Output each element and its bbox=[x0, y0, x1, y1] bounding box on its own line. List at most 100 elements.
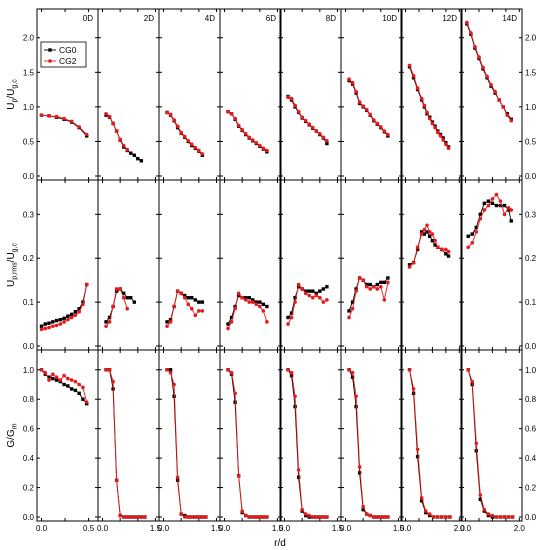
point-cg2 bbox=[415, 245, 420, 250]
x-tick-label: 0.0 bbox=[279, 524, 291, 533]
point-cg2 bbox=[69, 119, 74, 124]
y-tick-label: 1.0 bbox=[525, 103, 537, 112]
x-tick-label: 0.5 bbox=[83, 524, 95, 533]
point-cg2 bbox=[233, 391, 237, 396]
y-tick-label: 0.0 bbox=[23, 342, 35, 351]
point-cg0 bbox=[125, 296, 129, 300]
point-cg0 bbox=[62, 382, 66, 387]
point-cg2 bbox=[247, 515, 252, 519]
point-cg2 bbox=[307, 293, 312, 298]
point-cg2 bbox=[477, 55, 481, 59]
point-cg2 bbox=[371, 515, 376, 519]
point-cg2 bbox=[310, 515, 315, 519]
point-cg0 bbox=[265, 304, 269, 309]
point-cg2 bbox=[69, 315, 74, 320]
panel-frame bbox=[340, 349, 403, 522]
point-cg0 bbox=[482, 201, 487, 206]
point-cg0 bbox=[361, 507, 365, 512]
point-cg2 bbox=[193, 313, 198, 318]
panel-r1-c2 bbox=[158, 179, 221, 351]
point-cg2 bbox=[77, 309, 81, 314]
point-cg2 bbox=[258, 304, 262, 309]
point-cg2 bbox=[489, 82, 493, 87]
point-cg2 bbox=[186, 138, 191, 143]
point-cg2 bbox=[179, 512, 183, 516]
point-cg2 bbox=[193, 515, 198, 519]
x-tick-label: 0.0 bbox=[219, 524, 231, 533]
point-cg2 bbox=[293, 103, 297, 108]
point-cg0 bbox=[77, 306, 81, 311]
point-cg2 bbox=[132, 515, 137, 519]
point-cg2 bbox=[310, 125, 315, 130]
point-cg0 bbox=[121, 291, 126, 296]
point-cg2 bbox=[43, 326, 48, 331]
point-cg2 bbox=[168, 112, 173, 117]
point-cg2 bbox=[314, 293, 319, 298]
point-cg2 bbox=[321, 135, 326, 140]
point-cg0 bbox=[415, 454, 420, 459]
point-cg2 bbox=[111, 121, 115, 126]
point-cg2 bbox=[54, 323, 59, 328]
panel-r0-c5: 10D bbox=[340, 8, 403, 181]
y-tick-label: 0.1 bbox=[525, 298, 537, 307]
point-cg2 bbox=[47, 325, 51, 330]
panel-r0-c3: 6D bbox=[219, 8, 282, 181]
point-cg2 bbox=[361, 104, 365, 108]
y-tick-label: 0.5 bbox=[525, 137, 537, 146]
point-cg0 bbox=[136, 157, 140, 161]
point-cg2 bbox=[77, 382, 81, 387]
panel-frame bbox=[460, 179, 523, 351]
point-cg2 bbox=[444, 515, 448, 519]
point-cg0 bbox=[193, 298, 197, 302]
legend-frame bbox=[40, 41, 87, 68]
point-cg2 bbox=[470, 379, 475, 384]
point-cg2 bbox=[182, 134, 187, 139]
point-cg2 bbox=[289, 370, 294, 375]
point-cg2 bbox=[307, 122, 312, 126]
point-cg2 bbox=[197, 515, 201, 519]
point-cg2 bbox=[357, 100, 362, 104]
x-axis-label: r/d bbox=[274, 538, 286, 549]
point-cg0 bbox=[58, 317, 63, 322]
point-cg2 bbox=[54, 375, 59, 379]
point-cg0 bbox=[66, 384, 70, 388]
point-cg2 bbox=[502, 515, 507, 519]
point-cg2 bbox=[448, 515, 452, 519]
point-cg0 bbox=[186, 296, 190, 300]
x-tick-label: 0.0 bbox=[340, 524, 352, 533]
point-cg2 bbox=[415, 86, 420, 91]
point-cg2 bbox=[168, 320, 173, 324]
x-tick-label: 0.0 bbox=[36, 524, 48, 533]
point-cg2 bbox=[510, 515, 515, 519]
point-cg2 bbox=[300, 507, 304, 512]
series-line-cg0 bbox=[227, 369, 267, 518]
point-cg2 bbox=[186, 302, 191, 307]
x-tick-label: 0.0 bbox=[158, 524, 170, 533]
point-cg0 bbox=[168, 368, 173, 372]
point-cg0 bbox=[73, 310, 78, 314]
point-cg0 bbox=[168, 317, 173, 322]
point-cg2 bbox=[84, 132, 89, 137]
point-cg2 bbox=[258, 143, 262, 148]
point-cg2 bbox=[354, 394, 358, 399]
panel-r0-c6: 12D bbox=[400, 8, 463, 181]
point-cg2 bbox=[226, 109, 230, 114]
point-cg2 bbox=[62, 320, 66, 324]
panel-frame bbox=[97, 8, 160, 181]
point-cg2 bbox=[425, 223, 429, 228]
point-cg2 bbox=[314, 515, 319, 519]
point-cg2 bbox=[250, 138, 255, 142]
point-cg0 bbox=[474, 225, 478, 230]
point-cg2 bbox=[382, 298, 387, 302]
panel-r2-c1: 0.0 1.5 bbox=[97, 349, 162, 533]
point-cg2 bbox=[303, 512, 308, 516]
point-cg2 bbox=[422, 227, 427, 232]
y-tick-label: 0.0 bbox=[525, 513, 537, 522]
point-cg0 bbox=[54, 378, 59, 382]
point-cg2 bbox=[247, 300, 252, 304]
y-tick-label: 0.2 bbox=[23, 484, 35, 493]
point-cg2 bbox=[364, 512, 369, 516]
point-cg2 bbox=[200, 152, 205, 156]
point-cg2 bbox=[165, 367, 169, 372]
point-cg0 bbox=[470, 232, 474, 236]
